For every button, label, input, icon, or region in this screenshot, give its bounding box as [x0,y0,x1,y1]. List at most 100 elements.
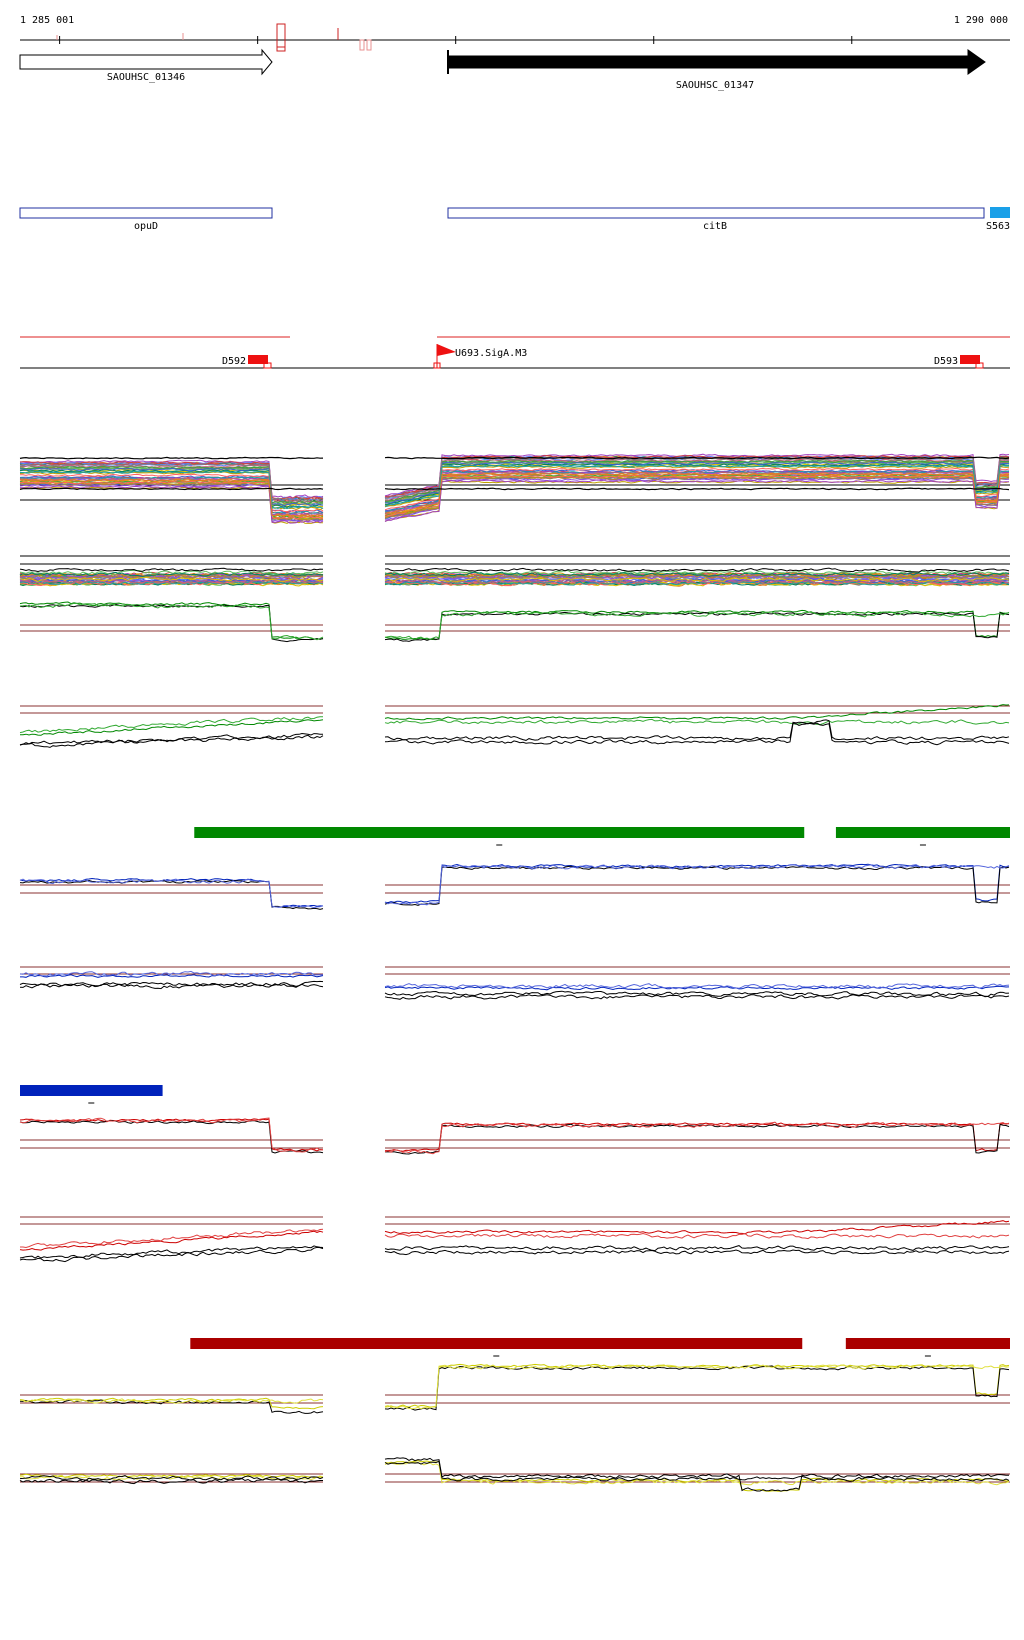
citb-box[interactable] [447,207,985,219]
expression-trace [19,1245,324,1259]
opud-label: opuD [134,221,158,232]
expression-trace [384,470,1010,513]
expression-trace [19,970,324,977]
expression-trace [19,1478,323,1485]
panel-green-level [19,601,1010,643]
gene-label-saouhsc-01346: SAOUHSC_01346 [107,72,185,83]
expression-trace [384,476,1010,520]
panel-green-ratio [19,704,1010,748]
expression-trace [19,1474,324,1481]
expression-trace [19,580,324,587]
expression-trace [384,464,1010,507]
expression-trace [384,567,1010,573]
expression-trace [19,719,324,736]
expression-trace [384,865,1010,906]
red-condition-bar[interactable] [190,1338,803,1349]
expression-trace [19,603,324,643]
expression-trace [19,579,324,585]
expression-trace [384,476,1010,519]
expression-trace [19,980,324,987]
ruler-ticks [59,36,853,44]
gene-saouhsc-01346[interactable]: SAOUHSC_01346 [19,48,273,83]
expression-trace [20,974,324,978]
expression-trace [19,571,324,578]
expression-trace [384,1122,1010,1152]
blue-condition-bar[interactable] [20,1085,163,1096]
expression-trace [384,1123,1010,1155]
terminator-d592[interactable]: D592 [222,355,272,369]
promoter-u693[interactable]: U693.SigA.M3 [433,344,527,369]
expression-trace [19,1119,324,1154]
regulatory-track: D592 U693.SigA.M3 D593 [20,336,1010,369]
expression-trace [384,472,1010,516]
gene-track: SAOUHSC_01346 SAOUHSC_01347 [19,48,986,91]
coordinate-ruler: 1 285 001 1 290 000 [20,15,1010,52]
expression-trace [384,467,1010,511]
expression-trace [19,485,324,524]
expression-trace [19,1397,324,1410]
expression-trace [384,863,1010,904]
expression-trace [384,704,1010,721]
expression-trace [19,1475,324,1481]
expression-trace [20,1228,324,1249]
expression-trace [19,487,324,491]
expression-trace [384,461,1010,504]
expression-panels [19,453,1010,1492]
citb-label: citB [703,221,727,232]
panel-red-ratio [19,1216,1010,1263]
expression-trace [384,1461,1010,1486]
expression-trace [19,878,324,909]
expression-trace [384,577,1010,583]
expression-trace [19,1230,324,1251]
expression-trace [384,456,1010,460]
expression-trace [20,473,324,513]
expression-trace [384,474,1010,517]
expression-trace [384,864,1010,906]
expression-trace [384,471,1010,514]
expression-trace [19,1117,323,1153]
expression-trace [19,463,324,502]
coord-start-label: 1 285 001 [20,15,74,26]
expression-trace [20,467,324,507]
green-condition-bar[interactable] [194,827,805,838]
gene-saouhsc-01347[interactable]: SAOUHSC_01347 [447,49,986,91]
expression-trace [19,569,324,576]
expression-trace [384,479,1009,522]
expression-trace [384,1364,1010,1410]
expression-trace [19,580,324,586]
expression-trace [19,716,323,734]
panel-all-conditions-ratio [19,555,1010,587]
s563-box[interactable] [990,207,1010,218]
ruler-markers [56,23,372,52]
panel-all-conditions [19,453,1010,524]
promoter-u693-label: U693.SigA.M3 [455,348,527,359]
expression-trace [384,571,1010,577]
expression-trace [19,480,324,520]
expression-trace [384,1121,1010,1155]
expression-trace [384,576,1010,581]
panel-red-level [19,1117,1010,1155]
expression-trace [19,459,324,499]
gene-label-saouhsc-01347: SAOUHSC_01347 [676,80,754,91]
expression-trace [384,1457,1009,1492]
expression-trace [19,456,324,460]
expression-trace [384,1365,1010,1411]
terminator-d593[interactable]: D593 [934,355,984,369]
expression-trace [384,578,1010,584]
expression-trace [19,574,324,579]
expression-trace [384,1220,1010,1235]
opud-box[interactable] [19,207,273,219]
expression-trace [384,569,1010,576]
expression-trace [384,722,1010,746]
red-condition-bar[interactable] [845,1338,1010,1349]
expression-trace [19,576,324,582]
green-condition-bar[interactable] [835,827,1010,838]
expression-trace [19,1398,324,1404]
panel-blue-level [19,863,1010,910]
expression-trace [384,454,1010,498]
terminator-d592-label: D592 [222,356,246,367]
expression-trace [384,611,1010,642]
expression-trace [384,719,1010,741]
expression-trace [384,983,1010,990]
